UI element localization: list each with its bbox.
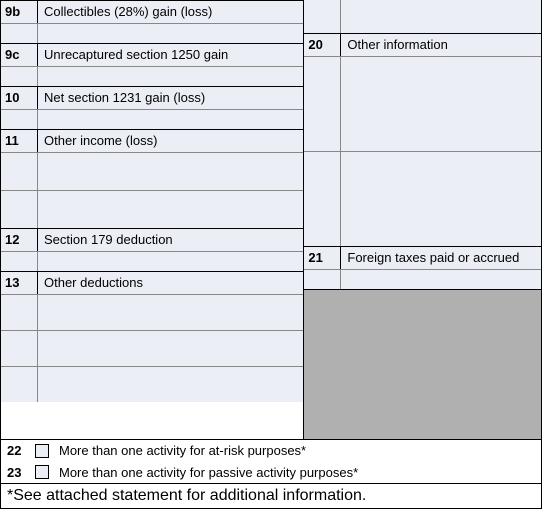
value-row-20a[interactable] <box>304 56 541 151</box>
checkbox-label: More than one activity for at-risk purpo… <box>59 443 306 458</box>
value-row-21[interactable] <box>304 269 541 289</box>
tax-form-section: 9b Collectibles (28%) gain (loss) 9c Unr… <box>0 0 542 509</box>
line-label: Other information <box>341 34 541 56</box>
value-num-blank <box>1 67 38 86</box>
value-cell[interactable] <box>38 367 303 402</box>
right-column: 20 Other information 21 Foreign taxes pa… <box>303 0 541 439</box>
checkbox-row-23: 23 More than one activity for passive ac… <box>1 461 541 483</box>
line-number: 22 <box>7 443 35 458</box>
two-column-body: 9b Collectibles (28%) gain (loss) 9c Unr… <box>1 0 541 439</box>
value-row-9c[interactable] <box>1 66 303 86</box>
checkbox-22[interactable] <box>35 444 49 458</box>
value-cell[interactable] <box>38 331 303 366</box>
value-num-blank <box>1 153 38 190</box>
blank-cell <box>341 0 541 33</box>
line-label: Unrecaptured section 1250 gain <box>38 44 303 66</box>
value-row-11a[interactable] <box>1 152 303 190</box>
line-label: Other income (loss) <box>38 130 303 152</box>
value-row-13b[interactable] <box>1 330 303 366</box>
right-spacer-top <box>304 0 541 33</box>
line-label: Collectibles (28%) gain (loss) <box>38 1 303 23</box>
left-column: 9b Collectibles (28%) gain (loss) 9c Unr… <box>1 0 303 439</box>
value-cell[interactable] <box>38 67 303 86</box>
value-num-blank <box>1 252 38 271</box>
line-label: Section 179 deduction <box>38 229 303 251</box>
value-row-11b[interactable] <box>1 190 303 228</box>
line-number: 13 <box>1 272 38 294</box>
value-cell[interactable] <box>341 57 541 151</box>
value-cell[interactable] <box>38 252 303 271</box>
value-row-13c[interactable] <box>1 366 303 402</box>
row-11: 11 Other income (loss) <box>1 129 303 152</box>
value-row-10[interactable] <box>1 109 303 129</box>
value-cell[interactable] <box>38 191 303 228</box>
checkbox-row-22: 22 More than one activity for at-risk pu… <box>1 439 541 461</box>
line-number: 9c <box>1 44 38 66</box>
row-9c: 9c Unrecaptured section 1250 gain <box>1 43 303 66</box>
row-13: 13 Other deductions <box>1 271 303 294</box>
checkbox-label: More than one activity for passive activ… <box>59 465 358 480</box>
gray-fill <box>304 290 541 439</box>
value-num-blank <box>304 270 341 289</box>
line-number: 21 <box>304 247 341 269</box>
line-number: 11 <box>1 130 38 152</box>
line-number: 20 <box>304 34 341 56</box>
line-number: 12 <box>1 229 38 251</box>
value-num-blank <box>304 0 341 33</box>
row-20: 20 Other information <box>304 33 541 56</box>
value-cell[interactable] <box>38 295 303 330</box>
value-num-blank <box>1 331 38 366</box>
row-9b: 9b Collectibles (28%) gain (loss) <box>1 0 303 23</box>
value-num-blank <box>1 295 38 330</box>
value-num-blank <box>304 57 341 151</box>
value-row-20b[interactable] <box>304 151 541 246</box>
value-cell[interactable] <box>341 152 541 246</box>
row-10: 10 Net section 1231 gain (loss) <box>1 86 303 109</box>
value-cell[interactable] <box>38 153 303 190</box>
checkbox-23[interactable] <box>35 465 49 479</box>
value-num-blank <box>1 110 38 129</box>
line-label: Foreign taxes paid or accrued <box>341 247 541 269</box>
row-12: 12 Section 179 deduction <box>1 228 303 251</box>
line-label: Other deductions <box>38 272 303 294</box>
value-row-9b[interactable] <box>1 23 303 43</box>
line-number: 9b <box>1 1 38 23</box>
value-cell[interactable] <box>341 270 541 289</box>
line-number: 10 <box>1 87 38 109</box>
value-num-blank <box>304 152 341 246</box>
value-row-12[interactable] <box>1 251 303 271</box>
value-cell[interactable] <box>38 24 303 43</box>
value-num-blank <box>1 191 38 228</box>
line-label: Net section 1231 gain (loss) <box>38 87 303 109</box>
gray-block-row <box>304 289 541 439</box>
value-cell[interactable] <box>38 110 303 129</box>
footnote: *See attached statement for additional i… <box>1 483 541 509</box>
value-num-blank <box>1 24 38 43</box>
value-num-blank <box>1 367 38 402</box>
row-21: 21 Foreign taxes paid or accrued <box>304 246 541 269</box>
value-row-13a[interactable] <box>1 294 303 330</box>
line-number: 23 <box>7 465 35 480</box>
